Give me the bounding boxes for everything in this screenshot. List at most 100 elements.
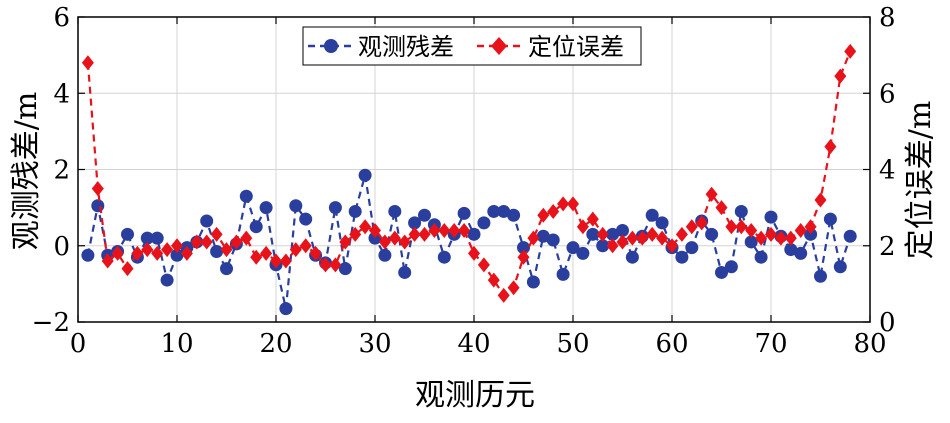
data-point — [636, 230, 649, 246]
data-point — [715, 200, 728, 216]
data-point — [171, 238, 183, 254]
x-tick-label: 30 — [358, 329, 391, 359]
y-right-tick-label: 4 — [879, 156, 896, 186]
y-right-tick-label: 8 — [879, 3, 896, 33]
data-point — [170, 248, 184, 262]
data-point — [279, 253, 292, 269]
data-point — [487, 204, 501, 218]
data-point — [497, 287, 510, 303]
data-point — [774, 230, 787, 246]
data-point — [358, 168, 372, 182]
data-point — [725, 219, 738, 235]
data-point — [408, 226, 421, 242]
data-point — [477, 257, 490, 273]
data-point — [784, 230, 797, 246]
data-point — [685, 219, 698, 235]
legend-box — [302, 26, 642, 66]
legend-marker-residual — [324, 39, 338, 53]
data-point — [260, 245, 273, 261]
data-point — [121, 227, 134, 241]
data-point — [111, 245, 124, 261]
data-point — [448, 223, 461, 238]
data-point — [557, 196, 570, 212]
data-point — [388, 204, 402, 218]
series-position-error — [81, 43, 857, 303]
data-point — [596, 226, 609, 242]
data-point — [754, 250, 768, 264]
data-point — [655, 216, 669, 230]
data-point — [507, 280, 520, 296]
data-point — [735, 219, 748, 235]
data-point — [646, 226, 659, 242]
data-point — [556, 267, 570, 281]
data-point — [755, 230, 768, 246]
data-point — [91, 181, 104, 197]
data-point — [349, 226, 362, 242]
data-point — [279, 302, 293, 316]
data-point — [468, 245, 480, 261]
data-point — [81, 248, 95, 262]
data-point — [151, 245, 164, 261]
data-point — [289, 242, 302, 258]
data-point — [606, 227, 620, 241]
data-point — [616, 224, 629, 237]
data-point — [309, 245, 322, 261]
data-point — [458, 223, 471, 238]
data-point — [398, 234, 411, 250]
data-point — [715, 265, 728, 279]
y-right-tick-label: 6 — [879, 79, 896, 109]
data-point — [675, 226, 688, 242]
data-point — [625, 250, 639, 264]
data-point — [348, 204, 362, 218]
data-point — [487, 272, 500, 288]
data-point — [626, 230, 639, 246]
right-y-axis-title: 定位误差/m — [903, 101, 938, 260]
data-point — [844, 43, 857, 59]
data-point — [666, 238, 678, 254]
data-point — [586, 211, 599, 227]
axes — [77, 16, 871, 323]
data-point — [507, 208, 521, 222]
data-point — [834, 68, 847, 84]
legend: 观测残差 定位误差 — [302, 26, 642, 66]
data-point — [823, 212, 837, 226]
legend-marker-position-error — [491, 37, 507, 55]
data-point — [160, 273, 174, 287]
data-point — [744, 235, 758, 249]
y-left-tick-label: 0 — [53, 232, 70, 262]
data-point — [240, 230, 253, 246]
data-point — [745, 223, 758, 238]
data-point — [239, 189, 253, 203]
data-point — [230, 234, 243, 250]
data-point — [547, 203, 560, 219]
data-point — [210, 244, 224, 258]
legend-label-residual: 观测残差 — [358, 33, 454, 61]
x-axis-title: 观测历元 — [415, 378, 535, 413]
data-point — [121, 261, 134, 277]
data-point — [180, 245, 193, 261]
data-point — [359, 219, 372, 235]
data-point — [329, 257, 342, 273]
data-point — [685, 241, 699, 255]
data-point — [656, 230, 669, 246]
data-point — [299, 238, 312, 254]
y-left-tick-label: −2 — [32, 308, 70, 338]
data-point — [705, 186, 718, 202]
data-point — [804, 227, 818, 241]
data-point — [161, 242, 174, 258]
data-point — [339, 234, 352, 250]
data-point — [220, 242, 233, 258]
data-point — [378, 248, 392, 262]
data-point — [210, 226, 223, 242]
data-point — [131, 245, 144, 261]
data-point — [734, 204, 748, 218]
series-layer — [81, 43, 857, 316]
legend-label-position-error: 定位误差 — [528, 33, 624, 61]
data-point — [467, 227, 481, 241]
data-point — [388, 230, 401, 246]
data-point — [438, 223, 451, 238]
data-point — [526, 275, 540, 289]
data-point — [259, 201, 273, 215]
